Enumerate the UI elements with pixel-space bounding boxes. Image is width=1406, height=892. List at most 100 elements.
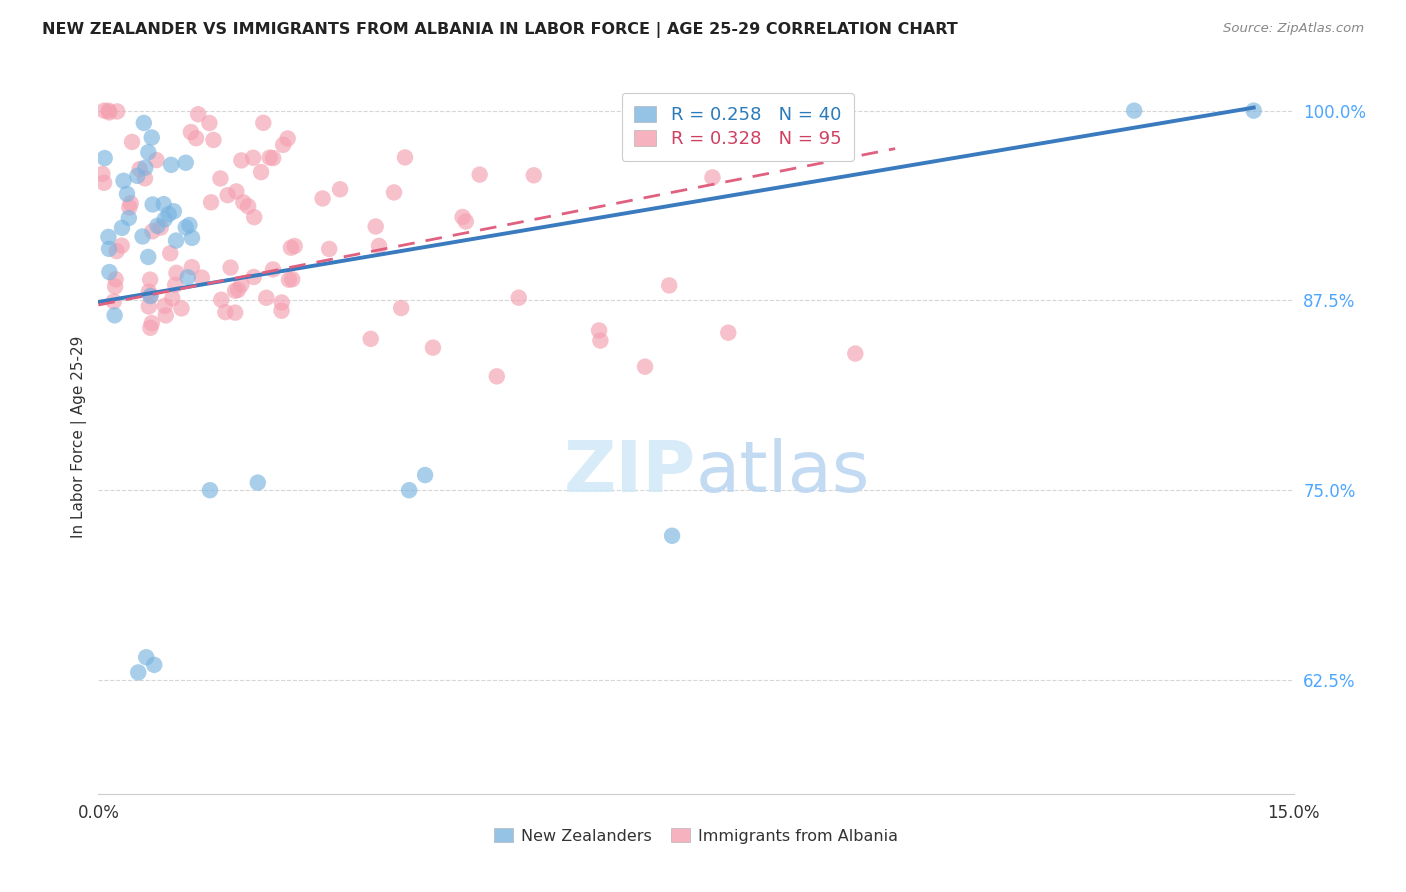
Point (146, 219, 169, 233)
Point (159, 246, 181, 260)
Point (280, 241, 302, 255)
Point (120, 196, 142, 211)
Point (141, 130, 163, 145)
Point (134, 171, 156, 186)
Point (254, 291, 277, 305)
Point (634, 359, 657, 374)
Point (225, 185, 247, 199)
Point (104, 272, 127, 286)
Text: atlas: atlas (696, 438, 870, 508)
Point (136, 250, 159, 264)
Point (141, 316, 163, 330)
Point (219, 260, 242, 275)
Point (165, 277, 187, 292)
Point (422, 341, 444, 355)
Point (214, 305, 236, 319)
Point (155, 309, 177, 323)
Point (139, 289, 162, 303)
Point (202, 133, 225, 147)
Point (468, 168, 491, 182)
Point (142, 197, 165, 211)
Point (128, 162, 150, 177)
Point (118, 201, 141, 215)
Point (382, 186, 405, 200)
Point (394, 150, 416, 164)
Point (1123, 103, 1146, 118)
Point (243, 269, 266, 284)
Text: ZIP: ZIP (564, 438, 696, 508)
Point (360, 332, 382, 346)
Point (98, 265, 121, 279)
Point (413, 468, 436, 483)
Point (364, 219, 387, 234)
Point (135, 650, 157, 665)
Point (270, 303, 292, 318)
Point (181, 231, 204, 245)
Point (139, 320, 162, 334)
Point (485, 369, 508, 384)
Point (389, 301, 412, 315)
Point (368, 239, 391, 253)
Point (180, 260, 202, 274)
Point (132, 116, 155, 130)
Point (105, 244, 128, 259)
Point (174, 155, 197, 169)
Point (281, 272, 304, 286)
Point (104, 279, 127, 293)
Point (209, 171, 232, 186)
Point (157, 207, 180, 221)
Point (1243, 103, 1265, 118)
Y-axis label: In Labor Force | Age 25-29: In Labor Force | Age 25-29 (72, 336, 87, 538)
Point (844, 346, 866, 360)
Point (149, 220, 172, 235)
Point (153, 299, 176, 313)
Point (93, 176, 115, 190)
Point (284, 239, 307, 253)
Point (398, 483, 420, 498)
Point (226, 283, 249, 297)
Point (198, 483, 221, 498)
Point (209, 293, 232, 307)
Point (111, 238, 134, 252)
Point (160, 158, 183, 172)
Point (451, 210, 474, 224)
Point (454, 214, 477, 228)
Point (270, 295, 292, 310)
Point (111, 220, 134, 235)
Point (589, 334, 612, 348)
Point (131, 229, 153, 244)
Point (243, 210, 266, 224)
Point (217, 188, 239, 202)
Point (588, 323, 610, 337)
Point (179, 218, 201, 232)
Point (139, 272, 162, 286)
Point (104, 308, 127, 322)
Point (231, 277, 253, 292)
Point (165, 234, 187, 248)
Point (127, 169, 149, 183)
Point (200, 195, 222, 210)
Point (658, 278, 681, 293)
Point (165, 266, 187, 280)
Point (508, 291, 530, 305)
Point (143, 657, 166, 672)
Point (231, 153, 253, 168)
Point (97, 103, 120, 118)
Point (138, 300, 160, 314)
Point (224, 284, 246, 298)
Point (246, 475, 269, 490)
Point (277, 131, 299, 145)
Point (162, 291, 184, 305)
Point (717, 326, 740, 340)
Point (118, 211, 141, 225)
Point (152, 197, 174, 211)
Point (259, 151, 281, 165)
Point (187, 107, 209, 121)
Point (91, 167, 114, 181)
Point (661, 529, 683, 543)
Point (224, 305, 246, 319)
Point (138, 285, 160, 299)
Point (191, 270, 214, 285)
Point (134, 161, 156, 175)
Point (250, 165, 273, 179)
